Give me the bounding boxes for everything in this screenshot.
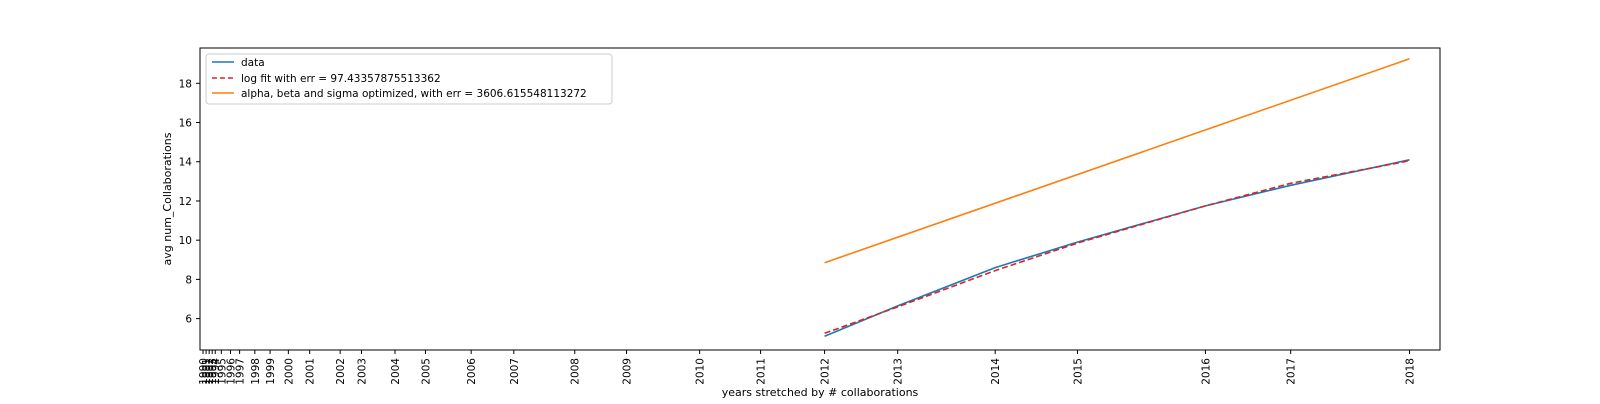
y-axis-label: avg num_Collaborations	[161, 132, 174, 265]
x-tick-label: 2004	[390, 358, 402, 385]
x-tick-label: 2011	[756, 358, 768, 385]
x-tick-label: 2013	[893, 358, 905, 385]
x-tick-label: 1990	[198, 358, 210, 385]
x-tick-label: 1998	[250, 358, 262, 385]
x-tick-label: 2012	[820, 358, 832, 385]
x-tick-label: 2016	[1200, 358, 1212, 385]
x-tick-label: 1997	[235, 358, 247, 385]
x-tick-label: 2017	[1286, 358, 1298, 385]
series-lines	[824, 58, 1410, 338]
x-axis-label: years stretched by # collaborations	[722, 386, 919, 399]
series-line-0	[824, 159, 1410, 338]
legend: data log fit with err = 97.4335787551336…	[205, 53, 613, 105]
x-tick-label: 1993	[207, 358, 219, 385]
legend-box	[205, 53, 613, 105]
y-tick-label: 6	[185, 314, 192, 326]
y-tick-label: 10	[179, 235, 192, 247]
x-tick-label: 2000	[283, 358, 295, 385]
x-tick-label: 1991	[201, 358, 213, 385]
x-tick-label: 1995	[216, 358, 228, 385]
y-tick-label: 12	[179, 196, 192, 208]
plot-frame	[199, 47, 1441, 351]
x-tick-label: 2007	[509, 358, 521, 385]
x-tick-label: 2002	[335, 358, 347, 385]
x-tick-label: 2001	[305, 358, 317, 385]
legend-label-optimized: alpha, beta and sigma optimized, with er…	[241, 88, 587, 100]
series-line-1	[824, 160, 1410, 335]
x-tick-label: 2014	[990, 358, 1002, 385]
y-tick-label: 16	[179, 118, 193, 130]
x-tick-label: 2008	[570, 358, 582, 385]
x-tick-label: 1996	[225, 358, 237, 385]
legend-label-data: data	[241, 57, 265, 69]
x-tick-label: 2009	[622, 358, 634, 385]
x-tick-label: 2010	[695, 358, 707, 385]
x-tick-label: 2015	[1072, 358, 1084, 385]
series-line-2	[824, 58, 1410, 264]
x-tick-label: 2018	[1405, 358, 1417, 385]
x-tick-label: 1994	[210, 358, 222, 385]
legend-label-log-fit: log fit with err = 97.43357875513362	[241, 73, 441, 85]
x-tick-label: 1992	[204, 358, 216, 385]
y-tick-label: 18	[179, 78, 192, 90]
x-tick-label: 2006	[466, 358, 478, 385]
x-tick-label: 2005	[420, 358, 432, 385]
x-tick-label: 1999	[265, 358, 277, 385]
y-tick-label: 8	[185, 274, 192, 286]
axis-ticks: 6 8 10 12 14 16 18 1990199119921993199419951996…	[179, 78, 1417, 384]
y-tick-label: 14	[179, 157, 193, 169]
x-tick-label: 2003	[356, 358, 368, 385]
